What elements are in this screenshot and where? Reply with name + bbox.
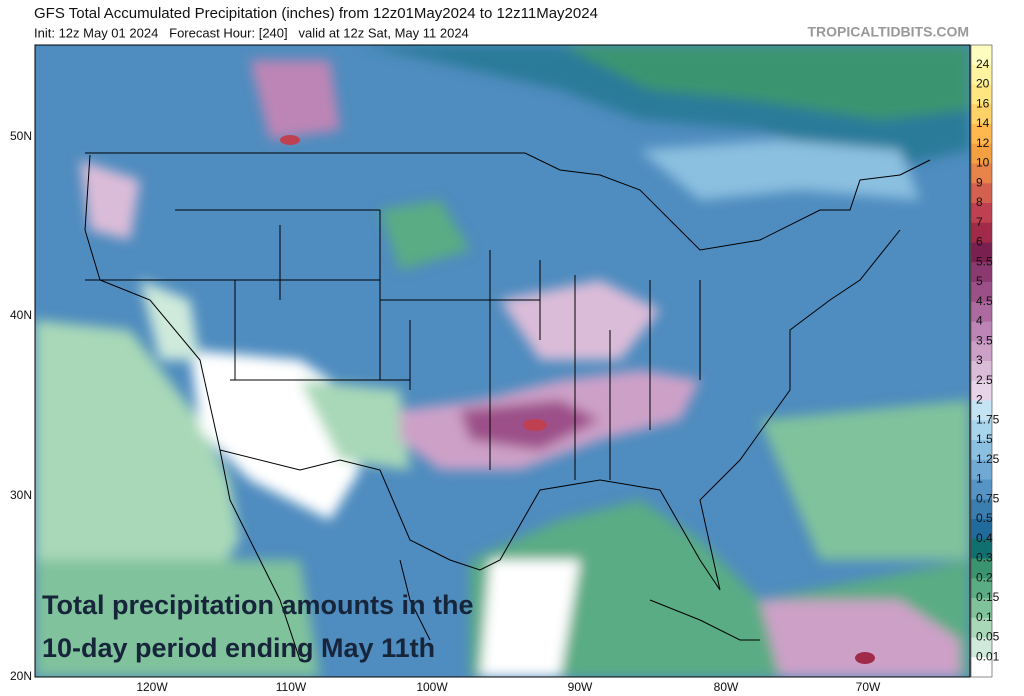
overlay-text: 10-day period ending May 11th	[42, 633, 435, 663]
colorbar-label: 0.4	[976, 531, 993, 545]
colorbar-label: 0.1	[976, 610, 993, 624]
lat-label: 50N	[10, 129, 32, 143]
colorbar-label: 7	[976, 215, 983, 229]
colorbar-swatch	[971, 499, 992, 520]
colorbar-label: 16	[976, 96, 990, 110]
colorbar-swatch	[971, 420, 992, 441]
colorbar-swatch	[971, 400, 992, 421]
colorbar-label: 4.5	[976, 294, 993, 308]
map-frame	[34, 44, 971, 678]
colorbar-label: 3	[976, 353, 983, 367]
title: GFS Total Accumulated Precipitation (inc…	[34, 5, 598, 22]
colorbar-swatch	[971, 637, 992, 658]
colorbar-swatch	[971, 242, 992, 263]
colorbar-swatch	[971, 45, 992, 66]
colorbar-swatch	[971, 479, 992, 500]
colorbar-swatch	[971, 558, 992, 579]
colorbar-swatch	[971, 321, 992, 342]
lat-label: 30N	[10, 488, 32, 502]
colorbar-label: 0.05	[976, 630, 1000, 644]
colorbar-swatch	[971, 301, 992, 322]
lon-label: 100W	[416, 680, 448, 694]
colorbar-label: 0.2	[976, 570, 993, 584]
colorbar-swatch	[971, 104, 992, 125]
colorbar-swatch	[971, 64, 992, 85]
lon-label: 80W	[714, 680, 739, 694]
colorbar-label: 9	[976, 175, 983, 189]
watermark: TROPICALTIDBITS.COM	[807, 24, 969, 40]
colorbar-label: 1.5	[976, 432, 993, 446]
colorbar-swatch	[971, 183, 992, 204]
lon-label: 90W	[568, 680, 593, 694]
colorbar-swatch	[971, 578, 992, 599]
colorbar-label: 5	[976, 274, 983, 288]
overlay-text: Total precipitation amounts in the	[42, 590, 474, 620]
colorbar-swatch	[971, 163, 992, 184]
colorbar-swatch	[971, 143, 992, 164]
colorbar-swatch	[971, 617, 992, 638]
colorbar-label: 20	[976, 77, 990, 91]
colorbar-swatch	[971, 657, 992, 678]
colorbar-swatch	[971, 459, 992, 480]
colorbar-swatch	[971, 341, 992, 362]
colorbar-label: 8	[976, 195, 983, 209]
colorbar-swatch	[971, 440, 992, 461]
lon-label: 110W	[276, 680, 307, 694]
colorbar-label: 24	[976, 57, 990, 71]
lat-label: 40N	[10, 308, 32, 322]
colorbar-label: 6	[976, 235, 983, 249]
colorbar-label: 12	[976, 136, 990, 150]
colorbar-label: 4	[976, 314, 983, 328]
colorbar-swatch	[971, 84, 992, 105]
map	[35, 45, 970, 677]
lat-label: 20N	[10, 669, 32, 683]
colorbar-label: 1.75	[976, 412, 1000, 426]
colorbar-swatch	[971, 361, 992, 382]
colorbar-swatch	[971, 262, 992, 283]
colorbar-swatch	[971, 124, 992, 145]
colorbar-label: 0.01	[976, 649, 1000, 663]
colorbar-swatch	[971, 380, 992, 401]
colorbar-label: 14	[976, 116, 990, 130]
colorbar-label: 5.5	[976, 254, 993, 268]
colorbar-frame	[970, 44, 993, 678]
colorbar-swatch	[971, 598, 992, 619]
colorbar-label: 3.5	[976, 333, 993, 347]
colorbar-swatch	[971, 282, 992, 303]
colorbar-label: 10	[976, 156, 990, 170]
colorbar-label: 0.15	[976, 590, 1000, 604]
colorbar-label: 1	[976, 472, 983, 486]
colorbar-label: 1.25	[976, 452, 1000, 466]
colorbar-label: 2.5	[976, 373, 993, 387]
colorbar: 24 20 16 14 12 10 9 8 7 6 5.5 5 4.5 4 3.5 3 2.5 2 1.75 1.5 1…	[970, 44, 1000, 678]
colorbar-label: 0.3	[976, 551, 993, 565]
lon-label: 120W	[136, 680, 168, 694]
subtitle: Init: 12z May 01 2024 Forecast Hour: [24…	[34, 25, 469, 40]
colorbar-label: 0.5	[976, 511, 993, 525]
colorbar-swatch	[971, 222, 992, 243]
colorbar-swatch	[971, 519, 992, 540]
colorbar-swatch	[971, 203, 992, 224]
colorbar-label: 2	[976, 393, 983, 407]
colorbar-swatch	[971, 538, 992, 559]
colorbar-label: 0.75	[976, 491, 1000, 505]
lon-label: 70W	[856, 680, 881, 694]
